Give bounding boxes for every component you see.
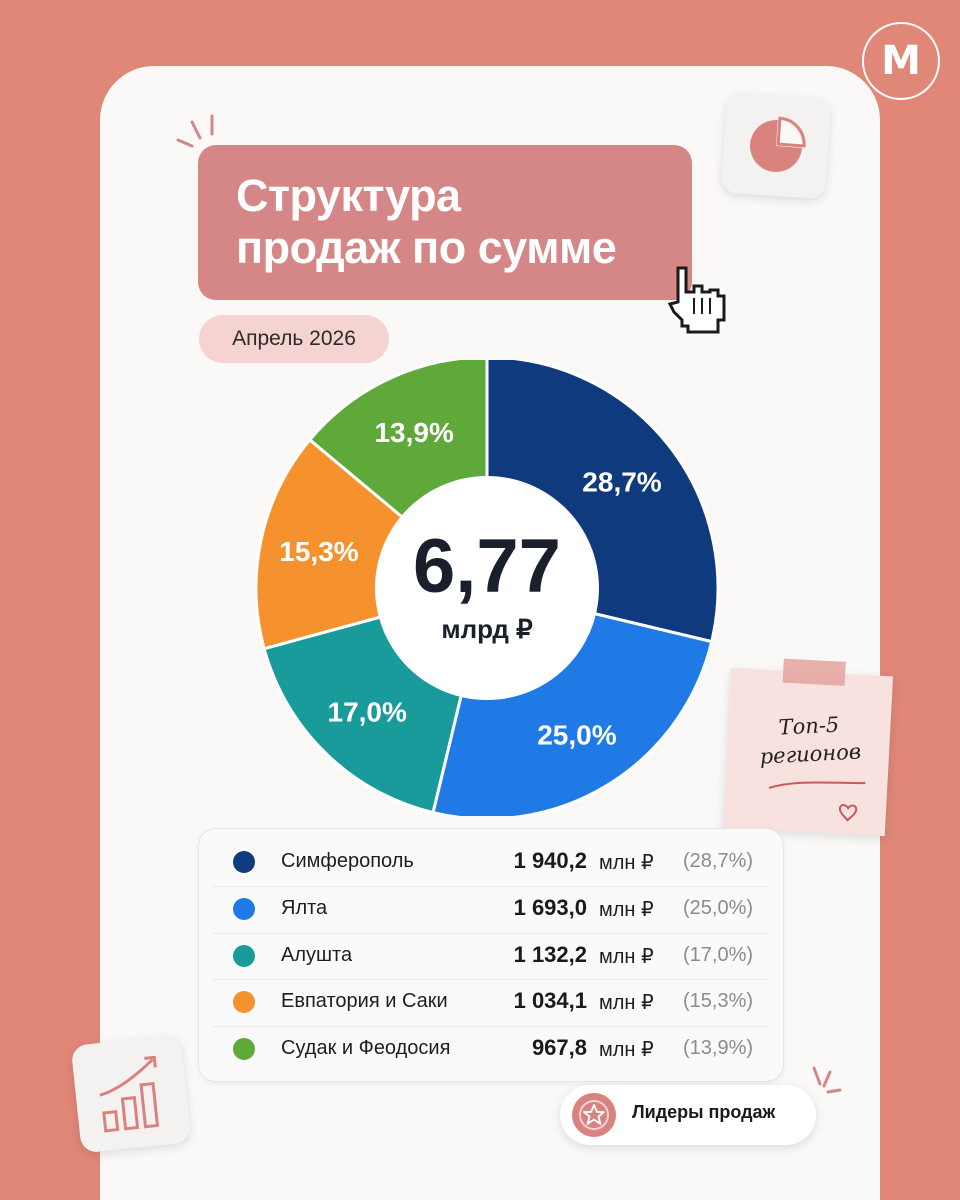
slice-percent-label: 28,7%	[582, 466, 661, 497]
region-sales-unit: млн ₽	[599, 992, 654, 1014]
donut-hole	[375, 476, 599, 700]
legend-row: Симферополь 1 940,2 млн ₽ (28,7%)	[199, 839, 783, 885]
sticky-note: Топ-5 регионов	[722, 658, 894, 837]
slice-percent-label: 13,9%	[374, 417, 453, 448]
title-box: Структура продаж по сумме	[198, 145, 692, 300]
bar-growth-icon	[99, 1055, 160, 1133]
legend-color-dot	[233, 898, 255, 920]
slice-percent-label: 15,3%	[279, 536, 358, 567]
donut-chart: 28,7% 25,0% 17,0% 15,3% 13,9% 6,77 млрд ₽	[256, 360, 720, 816]
region-sales-value: 1 132,2	[513, 942, 587, 967]
legend-row: Алушта 1 132,2 млн ₽ (17,0%)	[199, 933, 783, 979]
region-sales-unit: млн ₽	[599, 852, 654, 874]
legend-row: Евпатория и Саки 1 034,1 млн ₽ (15,3%)	[199, 979, 783, 1025]
underline-and-heart-icon	[768, 781, 866, 822]
title-line-1: Структура	[236, 170, 461, 221]
sales-leaders-label: Лидеры продаж	[632, 1102, 776, 1122]
region-sales-percent: (25,0%)	[683, 897, 754, 919]
region-sales-percent: (13,9%)	[683, 1037, 754, 1059]
legend-color-dot	[233, 1038, 255, 1060]
region-sales-value: 1 693,0	[513, 895, 587, 920]
brand-logo: М	[862, 22, 940, 100]
legend-color-dot	[233, 945, 255, 967]
region-sales-unit: млн ₽	[599, 1039, 654, 1061]
region-sales-unit: млн ₽	[599, 946, 654, 968]
star-badge-icon	[572, 1093, 616, 1137]
region-name: Судак и Феодосия	[281, 1037, 451, 1059]
region-name: Евпатория и Саки	[281, 990, 448, 1012]
legend-color-dot	[233, 851, 255, 873]
region-sales-percent: (17,0%)	[683, 944, 754, 966]
period-badge: Апрель 2026	[199, 315, 389, 363]
legend-row: Ялта 1 693,0 млн ₽ (25,0%)	[199, 886, 783, 932]
pie-icon-tile	[720, 92, 832, 200]
center-total-unit: млрд ₽	[441, 614, 533, 644]
region-name: Ялта	[281, 897, 328, 919]
region-sales-value: 1 034,1	[513, 988, 587, 1013]
region-sales-percent: (15,3%)	[683, 990, 754, 1012]
legend-row: Судак и Феодосия 967,8 млн ₽ (13,9%)	[199, 1026, 783, 1072]
sparkle-decoration-icon	[176, 114, 214, 148]
growth-icon-tile	[70, 1034, 192, 1154]
slice-percent-label: 25,0%	[537, 720, 616, 751]
tape	[782, 658, 846, 686]
region-sales-value: 967,8	[531, 1035, 587, 1060]
center-total-value: 6,77	[413, 524, 561, 609]
title-line-2: продаж по сумме	[236, 222, 617, 273]
pointer-cursor-icon	[667, 266, 726, 334]
sticky-note-text: Топ-5 регионов	[740, 709, 879, 772]
region-name: Алушта	[281, 944, 353, 966]
slice-percent-label: 17,0%	[328, 696, 407, 727]
sticky-note-line-1: Топ-5	[777, 712, 840, 740]
page-title: Структура продаж по сумме	[236, 170, 617, 274]
legend-color-dot	[233, 991, 255, 1013]
region-sales-unit: млн ₽	[599, 899, 654, 921]
logo-letter: М	[881, 38, 921, 84]
sticky-note-line-2: регионов	[759, 739, 862, 769]
region-legend-table: Симферополь 1 940,2 млн ₽ (28,7%) Ялта 1 693,…	[198, 828, 784, 1082]
sales-leaders-badge: Лидеры продаж	[560, 1085, 816, 1145]
region-name: Симферополь	[281, 850, 414, 872]
region-sales-percent: (28,7%)	[683, 850, 754, 872]
region-sales-value: 1 940,2	[513, 848, 587, 873]
sparkle-decoration-icon-bottom	[812, 1066, 842, 1094]
pie-chart-icon	[750, 116, 806, 172]
